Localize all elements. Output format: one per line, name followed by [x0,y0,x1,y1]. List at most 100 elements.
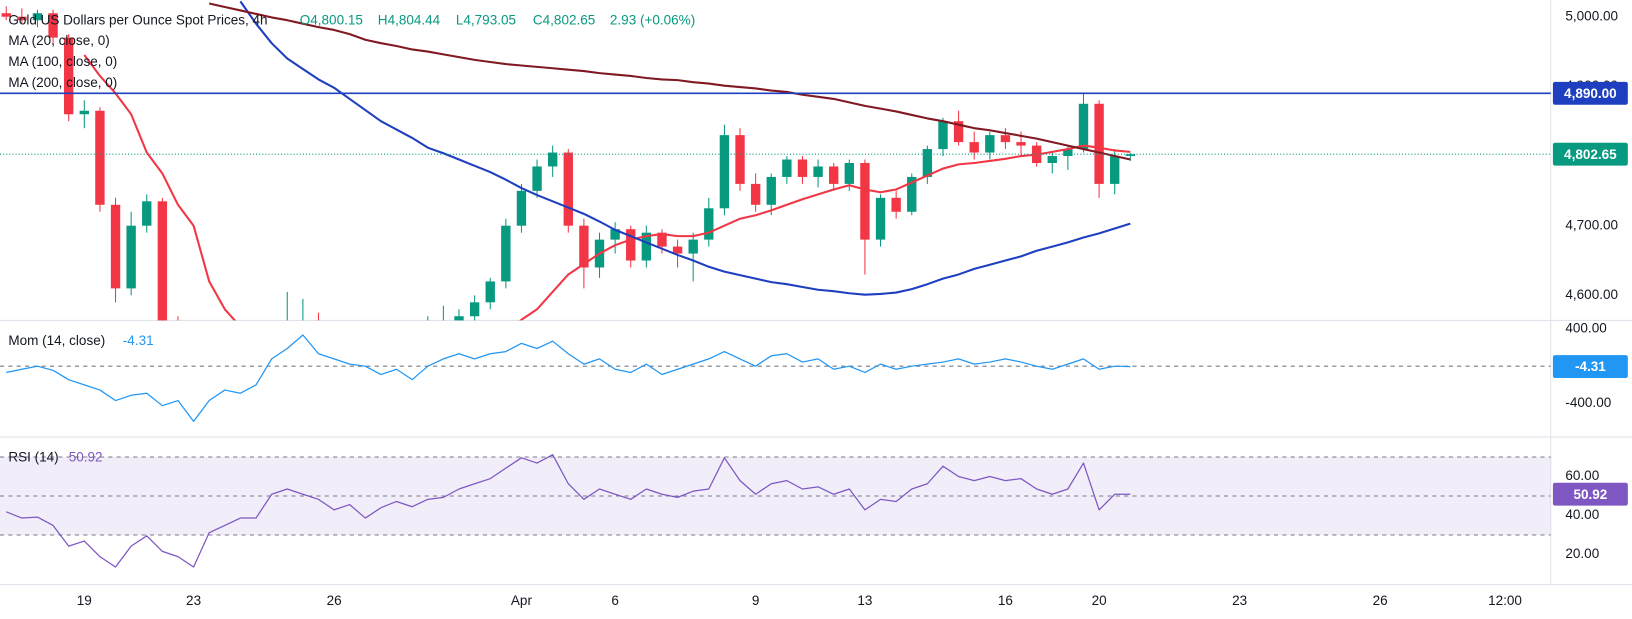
x-tick-label: 26 [1373,593,1388,608]
candle-body [953,121,964,143]
price-box-label: 50.92 [1573,487,1607,502]
indicator-value: -4.31 [123,333,154,348]
candle-body [938,121,948,150]
legend-entry: RSI (14) [8,449,58,464]
candle-body [719,135,730,209]
y-tick-label: 400.00 [1565,320,1606,335]
candle-body [750,183,761,205]
ohlc-label: 2.93 (+0.06%) [610,12,695,27]
candle-body [735,135,745,184]
candle-body [579,225,589,268]
price-box [1552,142,1628,166]
y-tick-label: 5,000.00 [1565,8,1618,23]
candle-body [64,37,74,115]
candle-body [610,229,620,240]
x-tick-label: 9 [752,593,760,608]
candle-body [485,281,495,303]
y-tick-label: -400.00 [1565,395,1611,410]
candle-body [1094,103,1104,184]
candle-body [875,197,886,240]
indicator-value: 50.92 [69,449,103,464]
candle-body [95,110,105,205]
price-box-label: 4,890.00 [1564,86,1617,101]
candle-body [672,246,683,254]
candle-body [48,13,58,38]
candle-body [17,16,27,21]
plot: 19 23 26 Apr 6 9 13 16 20 23 26 12:00 4,600.00 4,700.… [0,0,1628,608]
candle-body [1,13,11,17]
candle-body [813,166,823,177]
candle-body [1125,154,1136,156]
candle-body [157,201,168,321]
candle-body [79,110,89,115]
legend-entry: MA (20, close, 0) [8,33,109,48]
candle-body [516,190,527,226]
candle-body [844,162,854,184]
candle-body [547,152,558,167]
price-box-label: 4,802.65 [1564,147,1617,162]
series-line [6,334,1131,422]
x-tick-label: 23 [1232,593,1247,608]
ohlc-label: C4,802.65 [533,12,595,27]
candle-body [1047,156,1057,163]
candle-body [454,316,464,321]
y-tick-label: 4,600.00 [1565,287,1618,302]
x-tick-label: 23 [186,593,201,608]
legend-entry: MA (100, close, 0) [8,54,117,69]
x-tick-label: 19 [77,593,92,608]
candle-body [563,152,573,226]
candle-body [891,197,901,212]
x-tick-label: 20 [1092,593,1107,608]
candle-body [1063,149,1073,157]
pane [0,0,1551,321]
candle-body [860,162,870,240]
candle-body [657,232,667,247]
candle-body [501,225,511,282]
candle-body [126,225,136,289]
candle-body [985,135,995,153]
candle-body [797,159,808,177]
candle-body [626,229,636,261]
candle-body [1016,142,1026,146]
y-tick-label: 40.00 [1565,507,1599,522]
candle-body [142,201,152,226]
candle-body [969,142,979,153]
candle-body [907,176,917,212]
y-tick-label: 4,700.00 [1565,217,1618,232]
candle-body [704,208,714,240]
series-line [208,2,1131,161]
x-tick-label: 16 [998,593,1013,608]
legend-entry: Mom (14, close) [8,333,105,348]
pane [0,454,1551,568]
ohlc-label: O4,800.15 [300,12,363,27]
price-box-label: -4.31 [1575,359,1606,374]
pane [0,334,1551,422]
price-box [1552,355,1628,379]
candle-body [766,176,776,205]
ohlc-label: H4,804.44 [378,12,441,27]
legend-entry: MA (200, close, 0) [8,75,117,90]
y-tick-label: 60.00 [1565,468,1599,483]
candle-body [641,232,652,261]
x-tick-label: 12:00 [1488,593,1522,608]
x-tick-label: 26 [327,593,342,608]
candle-body [1078,103,1089,150]
candle-body [1000,135,1011,143]
candle-body [532,166,542,191]
series-line [6,454,1131,568]
series-line [239,0,1131,296]
price-box [1552,81,1628,105]
labels: Gold US Dollars per Ounce Spot Prices, 4… [8,12,695,464]
candle-body [32,13,43,21]
candle-body [469,302,480,317]
series-line [83,54,1131,321]
ohlc-label: L4,793.05 [456,12,516,27]
candle-body [688,239,698,254]
candle-body [1110,156,1120,184]
candle-body [782,159,792,177]
chart-title: Gold US Dollars per Ounce Spot Prices, 4… [8,12,267,27]
y-tick-label: 20.00 [1565,546,1599,561]
